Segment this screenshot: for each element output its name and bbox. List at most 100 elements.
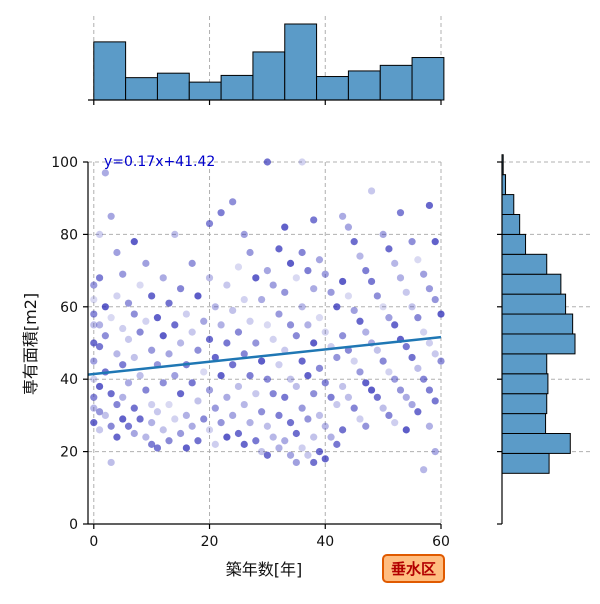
- scatter-point-196: [327, 433, 335, 441]
- scatter-point-179: [310, 339, 318, 347]
- scatter-point-126: [246, 371, 254, 380]
- y-tick-label-2: 40: [60, 372, 78, 388]
- scatter-point-190: [321, 379, 329, 387]
- scatter-point-244: [396, 386, 405, 394]
- scatter-point-214: [356, 252, 364, 260]
- scatter-point-116: [234, 328, 243, 336]
- scatter-point-1: [90, 310, 98, 318]
- right-hist-bar-11: [501, 233, 527, 255]
- scatter-point-240: [391, 419, 399, 427]
- scatter-point-90: [194, 437, 202, 445]
- scatter-point-272: [437, 357, 445, 365]
- scatter-point-97: [205, 426, 214, 434]
- scatter-point-117: [234, 382, 243, 391]
- scatter-point-249: [408, 238, 416, 246]
- scatter-point-63: [159, 274, 167, 282]
- x-tick-label-1: 20: [201, 534, 219, 550]
- scatter-point-207: [344, 292, 353, 300]
- scatter-point-239: [391, 375, 399, 383]
- scatter-point-220: [362, 379, 370, 387]
- scatter-point-73: [171, 371, 179, 380]
- scatter-point-141: [263, 451, 271, 459]
- scatter-point-227: [373, 346, 381, 354]
- top-hist-bar-7: [316, 76, 349, 101]
- scatter-point-189: [321, 328, 329, 336]
- scatter-point-252: [408, 400, 416, 409]
- scatter-point-256: [414, 408, 422, 416]
- scatter-point-168: [298, 303, 306, 311]
- scatter-point-185: [315, 364, 324, 372]
- top-histogram: [93, 23, 445, 101]
- scatter-point-229: [379, 230, 387, 238]
- scatter-point-261: [425, 201, 434, 210]
- scatter-point-137: [263, 267, 271, 275]
- scatter-point-192: [321, 455, 329, 463]
- scatter-point-268: [431, 350, 439, 358]
- scatter-point-138: [263, 321, 271, 329]
- scatter-point-211: [350, 306, 358, 315]
- top-hist-bar-5: [252, 51, 286, 101]
- scatter-point-247: [402, 393, 410, 401]
- scatter-point-96: [205, 386, 214, 394]
- scatter-point-10: [95, 230, 104, 238]
- scatter-point-132: [258, 295, 266, 304]
- scatter-point-38: [124, 335, 133, 343]
- scatter-point-62: [153, 444, 162, 452]
- scatter-point-89: [194, 397, 202, 405]
- scatter-point-191: [321, 422, 329, 430]
- scatter-point-69: [165, 400, 173, 409]
- scatter-point-37: [124, 299, 133, 307]
- scatter-point-77: [176, 390, 185, 398]
- y-tick-label-1: 20: [60, 445, 78, 461]
- scatter-point-92: [200, 368, 208, 376]
- scatter-point-215: [356, 317, 364, 325]
- scatter-point-260: [420, 466, 428, 474]
- scatter-point-9: [90, 281, 98, 289]
- scatter-point-225: [367, 386, 376, 394]
- scatter-point-5: [90, 375, 98, 383]
- scatter-point-264: [425, 386, 434, 394]
- scatter-point-255: [414, 364, 422, 372]
- scatter-point-219: [362, 328, 370, 336]
- scatter-point-129: [252, 339, 260, 347]
- y-axis-label: 専有面積[m2]: [21, 293, 40, 395]
- right-hist-bar-9: [501, 273, 562, 295]
- scatter-point-50: [142, 259, 150, 267]
- scatter-point-259: [420, 375, 428, 383]
- scatter-point-254: [414, 314, 422, 322]
- scatter-point-154: [281, 393, 289, 401]
- scatter-point-175: [304, 415, 312, 423]
- scatter-point-231: [379, 357, 387, 365]
- scatter-point-238: [391, 321, 399, 329]
- scatter-point-140: [263, 422, 271, 430]
- scatter-point-176: [304, 451, 312, 459]
- region-badge: 垂水区: [382, 554, 445, 583]
- top-hist-bar-9: [379, 64, 413, 101]
- top-hist-bar-4: [220, 74, 254, 101]
- scatter-point-112: [229, 306, 237, 315]
- scatter-point-223: [367, 277, 376, 286]
- scatter-point-103: [217, 209, 225, 217]
- scatter-point-217: [356, 415, 364, 423]
- scatter-point-148: [275, 361, 283, 369]
- scatter-point-226: [373, 292, 381, 300]
- scatter-point-79: [182, 310, 190, 318]
- right-hist-bar-6: [501, 333, 576, 355]
- scatter-point-82: [182, 444, 190, 452]
- y-tick-label-0: 0: [69, 517, 78, 533]
- scatter-point-120: [240, 295, 248, 304]
- scatter-point-52: [142, 386, 150, 394]
- scatter-point-56: [148, 400, 156, 409]
- scatter-point-30: [113, 350, 121, 358]
- scatter-point-242: [396, 274, 405, 282]
- scatter-point-57: [148, 440, 156, 448]
- right-hist-bar-7: [501, 313, 574, 335]
- scatter-point-125: [246, 317, 254, 325]
- scatter-point-4: [90, 357, 98, 365]
- scatter-point-83: [188, 259, 196, 267]
- scatter-point-99: [211, 303, 219, 311]
- scatter-point-133: [258, 357, 266, 365]
- scatter-point-209: [344, 393, 353, 401]
- scatter-point-232: [379, 404, 387, 412]
